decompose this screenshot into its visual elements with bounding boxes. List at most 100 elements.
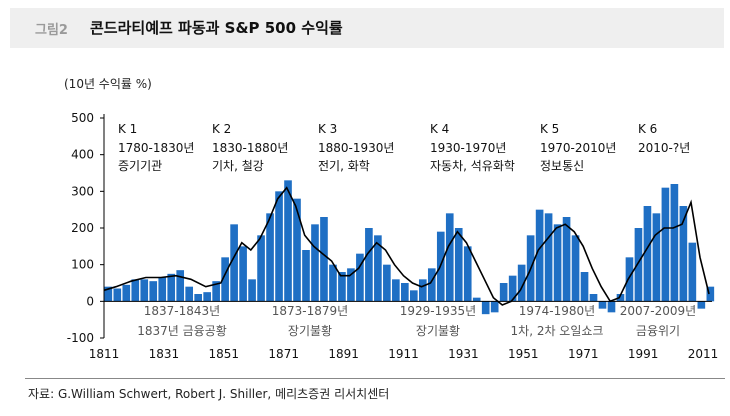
x-tick-label: 1951 (508, 347, 539, 361)
bar (167, 273, 176, 302)
x-tick-label: 1851 (209, 347, 240, 361)
bar (158, 277, 167, 302)
y-tick-label: 200 (71, 221, 94, 235)
bar (374, 235, 382, 302)
bar (131, 279, 140, 302)
wave-period: 1930-1970년 (430, 141, 506, 155)
wave-period: 1780-1830년 (118, 141, 194, 155)
event-years: 1974-1980년 (519, 304, 595, 318)
wave-code: K 5 (540, 122, 559, 136)
title-bar (10, 8, 724, 48)
bar (113, 288, 122, 302)
y-tick-label: 500 (71, 111, 94, 125)
figure-label: 그림2 (35, 23, 68, 38)
bar (329, 264, 337, 302)
wave-code: K 1 (118, 122, 137, 136)
x-tick-label: 1811 (89, 347, 120, 361)
bar (643, 206, 652, 302)
bar (185, 286, 194, 302)
bar (589, 294, 598, 302)
bar (284, 180, 292, 302)
bar (472, 297, 481, 302)
bar (706, 286, 715, 302)
bar (176, 270, 185, 302)
bar (383, 264, 391, 302)
event-label: 금융위기 (636, 324, 680, 338)
bar (427, 268, 436, 302)
x-tick-label: 1911 (388, 347, 419, 361)
wave-period: 1880-1930년 (318, 141, 394, 155)
wave-name: 전기, 화학 (318, 159, 370, 173)
bar (194, 294, 202, 302)
bar (302, 250, 310, 302)
bar (203, 292, 211, 302)
bar (221, 257, 229, 302)
y-tick-label: 100 (71, 258, 94, 272)
wave-code: K 6 (638, 122, 657, 136)
wave-name: 증기기관 (118, 159, 162, 173)
event-label: 1837년 금융공황 (137, 324, 227, 338)
bar (275, 191, 283, 302)
event-years: 1837-1843년 (144, 304, 220, 318)
bar (365, 228, 373, 302)
y-tick-label: 0 (86, 294, 94, 308)
bar (347, 268, 355, 302)
bar (140, 279, 149, 302)
bar (212, 281, 220, 302)
bar (409, 290, 418, 302)
y-tick-label: 400 (71, 148, 94, 162)
bar (670, 184, 679, 302)
bar (544, 213, 553, 302)
bar (517, 264, 526, 302)
bar (239, 246, 247, 302)
bar (580, 272, 589, 302)
event-label: 장기불황 (288, 324, 332, 338)
y-axis-unit-label: (10년 수익률 %) (64, 77, 152, 91)
x-tick-label: 1831 (149, 347, 180, 361)
bar (149, 281, 158, 302)
axes-layer: 500 400 300 200 100 0 -100 1811 1831 1851 1871 1891… (67, 111, 719, 361)
wave-period: 1830-1880년 (212, 141, 288, 155)
x-tick-label: 2011 (688, 347, 719, 361)
x-tick-label: 1871 (268, 347, 299, 361)
bar (634, 228, 643, 302)
x-tick-label: 1891 (328, 347, 359, 361)
bar (499, 283, 508, 302)
bar (401, 283, 409, 302)
bar (607, 301, 616, 313)
bar (553, 224, 562, 302)
bar (481, 301, 490, 315)
bar (248, 279, 256, 302)
bar (230, 224, 238, 302)
bar (122, 284, 131, 302)
wave-period: 1970-2010년 (540, 141, 616, 155)
figure-title: 콘드라티예프 파동과 S&P 500 수익률 (90, 19, 343, 37)
divider-line (25, 378, 725, 379)
wave-code: K 4 (430, 122, 449, 136)
y-tick-label: 300 (71, 184, 94, 198)
bar (652, 213, 661, 302)
event-years: 2007-2009년 (620, 304, 696, 318)
series-line (103, 186, 710, 306)
bar (392, 279, 400, 302)
bar (508, 275, 517, 302)
y-tick-label: -100 (67, 331, 94, 345)
line-layer (103, 186, 710, 306)
bar (625, 257, 634, 302)
bar (697, 301, 706, 309)
bar (445, 213, 454, 302)
bar (257, 235, 265, 302)
wave-period: 2010-?년 (638, 141, 690, 155)
wave-name: 정보통신 (540, 159, 584, 173)
wave-code: K 3 (318, 122, 337, 136)
bars-layer (104, 180, 715, 315)
event-label: 1차, 2차 오일쇼크 (511, 324, 604, 338)
bar (661, 187, 670, 302)
source-note: 자료: G.William Schwert, Robert J. Shiller… (28, 387, 390, 401)
bar (311, 224, 319, 302)
bar (266, 213, 274, 302)
event-years: 1873-1879년 (272, 304, 348, 318)
bar (490, 301, 499, 313)
